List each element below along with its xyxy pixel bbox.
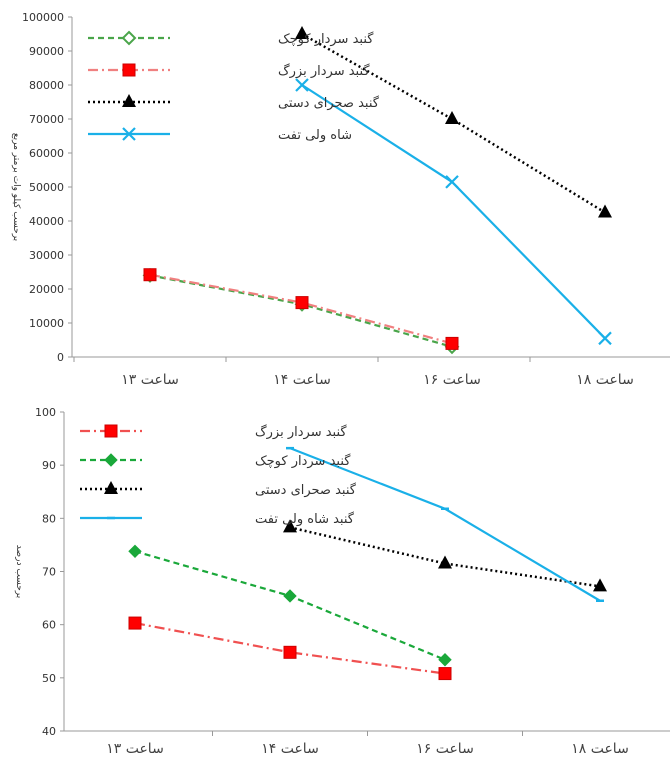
data-point-4 <box>295 78 309 92</box>
y-tick-label: 50000 <box>29 181 64 194</box>
x-tick-label: ساعت ۱۳ <box>121 372 179 388</box>
x-tick-label: ساعت ۱۴ <box>273 372 331 388</box>
y-tick-label: 60 <box>42 619 56 632</box>
data-point-2 <box>438 653 452 667</box>
x-tick-label: ساعت ۱۸ <box>571 741 629 757</box>
x-tick-label: ساعت ۱۳ <box>106 741 164 757</box>
data-point-3 <box>295 26 309 39</box>
legend-label: گنبد سردار بزرگ <box>278 62 370 79</box>
legend-label: گنبد سردار بزرگ <box>255 423 347 440</box>
data-point-4 <box>598 331 612 346</box>
series-line-3 <box>301 32 606 214</box>
legend-label: گنبد صحرای دستی <box>255 482 357 498</box>
y-tick-label: 80 <box>42 512 56 525</box>
y-tick-label: 50 <box>42 672 56 685</box>
legend-label: گنبد سردار کوچک <box>278 31 374 47</box>
y-tick-label: 80000 <box>29 79 64 92</box>
y-tick-label: 20000 <box>29 283 64 296</box>
series-line-1 <box>134 621 446 675</box>
data-point-2 <box>128 544 142 559</box>
legend-marker <box>104 424 118 438</box>
data-point-1 <box>128 616 142 630</box>
legend-label: گنبد صحرای دستی <box>278 95 380 111</box>
legend-label: شاه ولی تفت <box>278 128 352 143</box>
data-point-4 <box>445 175 459 189</box>
y-tick-label: 0 <box>57 351 64 364</box>
y-tick-label: 100000 <box>22 11 64 24</box>
y-tick-label: 30000 <box>29 249 64 262</box>
data-point-1 <box>283 645 297 659</box>
data-point-3 <box>283 519 297 533</box>
legend-label: گنبد سردار کوچک <box>255 453 351 469</box>
data-point-2 <box>143 268 157 282</box>
legend-marker <box>122 127 136 141</box>
x-tick-label: ساعت ۱۸ <box>576 372 634 388</box>
x-tick-label: ساعت ۱۶ <box>416 741 474 757</box>
x-tick-label: ساعت ۱۶ <box>423 372 481 388</box>
x-tick-label: ساعت ۱۴ <box>261 741 319 757</box>
legend-marker <box>104 453 118 467</box>
data-point-3 <box>445 111 459 124</box>
legend-marker <box>104 481 118 494</box>
y-axis-label: برحسب کیلو وات برمتر مربع <box>11 133 21 241</box>
legend-marker <box>121 30 137 46</box>
data-point-3 <box>593 578 607 592</box>
series-line-2 <box>134 550 446 661</box>
chart-1: 0 10000 20000 30000 40000 50000 60000 70000 8000… <box>11 11 670 388</box>
chart-2: 40 50 60 70 80 90 100 ساعت ۱۳ ساعت ۱۴ ساعت ۱۶ ساعت… <box>14 406 670 757</box>
data-point-3 <box>438 555 452 569</box>
legend-label: گنبد شاه ولی تفت <box>255 511 355 527</box>
y-tick-label: 10000 <box>29 317 64 330</box>
series-line-1 <box>149 274 453 348</box>
data-point-2 <box>283 589 297 603</box>
data-point-3 <box>598 204 612 218</box>
y-tick-label: 60000 <box>29 147 64 160</box>
data-point-1 <box>438 667 452 681</box>
data-point-2 <box>445 336 459 350</box>
y-tick-label: 90000 <box>29 45 64 58</box>
legend-marker <box>122 94 136 107</box>
y-tick-label: 40 <box>42 725 56 738</box>
legend-marker <box>122 63 136 77</box>
y-axis-label: برحسب درصد <box>14 545 24 598</box>
y-tick-label: 70000 <box>29 113 64 126</box>
data-point-2 <box>295 296 309 310</box>
y-tick-label: 90 <box>42 459 56 472</box>
y-tick-label: 40000 <box>29 215 64 228</box>
y-tick-label: 70 <box>42 566 56 579</box>
y-tick-label: 100 <box>35 406 56 419</box>
